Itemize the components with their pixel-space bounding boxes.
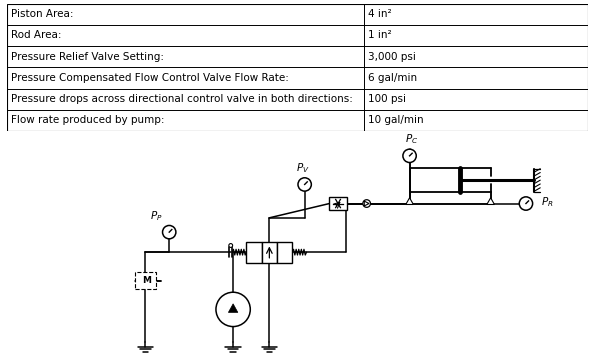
Polygon shape	[364, 201, 369, 206]
Text: 10 gal/min: 10 gal/min	[368, 115, 424, 125]
Text: $P_C$: $P_C$	[405, 132, 418, 146]
Polygon shape	[487, 198, 494, 205]
Text: 4 in²: 4 in²	[368, 9, 392, 19]
Text: $P_P$: $P_P$	[149, 209, 162, 223]
Text: M: M	[142, 276, 151, 285]
Circle shape	[403, 149, 416, 163]
Text: 1 in²: 1 in²	[368, 31, 392, 41]
Text: $P_V$: $P_V$	[296, 161, 309, 175]
Bar	[135, 272, 156, 289]
Text: 6 gal/min: 6 gal/min	[368, 73, 417, 83]
Circle shape	[298, 178, 311, 191]
Text: Flow rate produced by pump:: Flow rate produced by pump:	[11, 115, 164, 125]
Circle shape	[229, 244, 233, 247]
Text: 3,000 psi: 3,000 psi	[368, 52, 416, 62]
Bar	[246, 242, 262, 263]
Bar	[277, 242, 292, 263]
Text: 100 psi: 100 psi	[368, 94, 406, 104]
Bar	[330, 197, 347, 210]
Text: Pressure drops across directional control valve in both directions:: Pressure drops across directional contro…	[11, 94, 352, 104]
Polygon shape	[228, 304, 238, 312]
Polygon shape	[406, 198, 414, 205]
Bar	[262, 242, 277, 263]
Text: Pressure Compensated Flow Control Valve Flow Rate:: Pressure Compensated Flow Control Valve …	[11, 73, 289, 83]
Circle shape	[519, 197, 533, 210]
Text: $P_R$: $P_R$	[541, 195, 554, 209]
Circle shape	[216, 292, 250, 327]
Text: Pressure Relief Valve Setting:: Pressure Relief Valve Setting:	[11, 52, 164, 62]
Text: Rod Area:: Rod Area:	[11, 31, 61, 41]
Circle shape	[363, 200, 371, 208]
Text: Piston Area:: Piston Area:	[11, 9, 73, 19]
Circle shape	[162, 225, 176, 239]
